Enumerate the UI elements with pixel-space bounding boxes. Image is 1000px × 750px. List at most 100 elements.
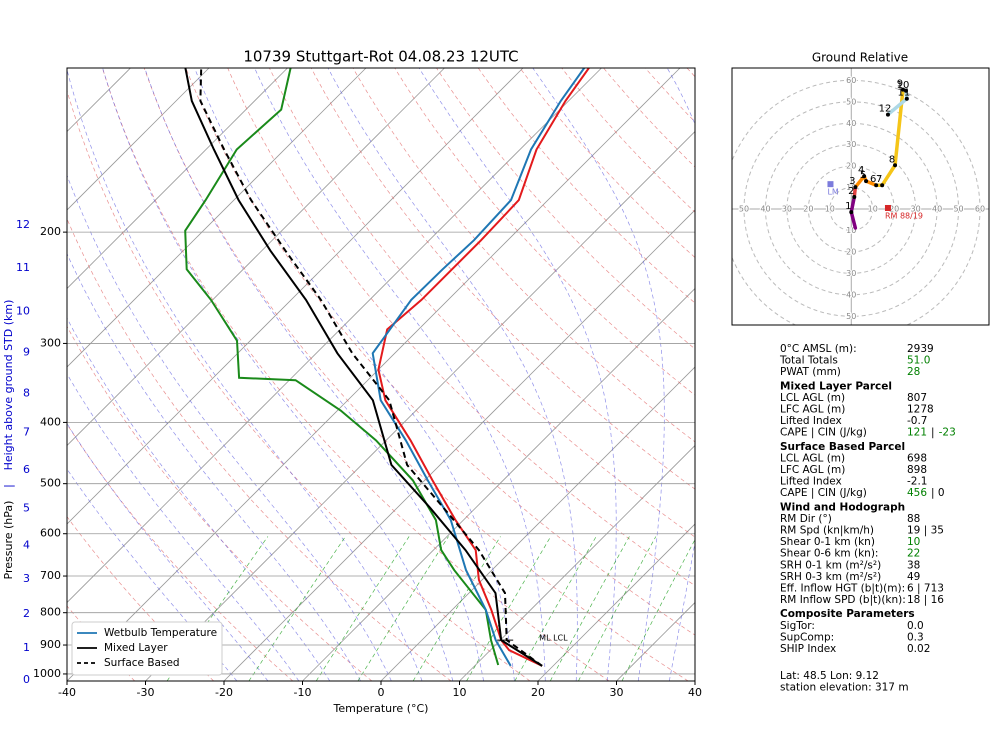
- hodo-ring-label: 30: [911, 205, 921, 214]
- hodo-point-label: 8: [889, 154, 895, 165]
- isotherm: [145, 130, 695, 681]
- hodo-ring-label: 60: [975, 205, 985, 214]
- mixing-ratio: [621, 538, 695, 681]
- info-value: 698: [907, 452, 927, 464]
- dry-adiabat: [394, 68, 695, 396]
- y-tick-label: 500: [40, 477, 61, 490]
- hodo-point: [874, 183, 879, 188]
- hodo-point: [862, 174, 867, 179]
- hodo-segment: [849, 210, 858, 230]
- dry-adiabat: [310, 68, 695, 490]
- height-label: 1: [23, 641, 30, 654]
- info-value: 1278: [907, 404, 934, 416]
- height-label: 2: [23, 607, 30, 620]
- hodo-point: [864, 179, 869, 184]
- isotherm: [67, 68, 602, 604]
- info-value: 2939: [907, 343, 934, 355]
- mixing-ratio: [412, 536, 501, 681]
- moist-adiabat: [102, 68, 454, 681]
- hodo-ring-label: 30: [846, 140, 856, 149]
- mixing-ratio: [315, 536, 410, 681]
- hodo-point-label: 11: [897, 88, 910, 99]
- info-value: 0.0: [907, 620, 924, 632]
- dry-adiabat: [102, 68, 610, 681]
- isotherm: [302, 287, 695, 681]
- height-label: 12: [16, 218, 30, 231]
- moist-adiabat: [418, 68, 617, 681]
- hodo-ring-label: 40: [846, 290, 856, 299]
- mixing-ratio: [578, 536, 657, 681]
- moist-adiabat: [532, 68, 665, 681]
- hodo-ring-label: 40: [932, 205, 942, 214]
- moist-adiabat: [67, 422, 269, 681]
- hodo-point: [904, 96, 909, 101]
- hodo-ring-label: 10: [846, 183, 856, 192]
- info-label: RM Inflow SPD (b|t)(kn):: [780, 594, 906, 606]
- info-value: 19 | 35: [907, 525, 944, 537]
- hodo-point-label: 2: [848, 186, 854, 197]
- hodo-ring: [732, 79, 981, 325]
- hodo-point-label: 5: [860, 170, 866, 181]
- hodo-segment: [853, 174, 866, 189]
- x-tick-label: 0: [378, 686, 385, 699]
- hodo-segment: [880, 163, 897, 187]
- hodo-ring: [829, 187, 874, 232]
- info-label: RM Dir (°): [780, 513, 832, 525]
- hodo-ring: [764, 122, 938, 296]
- chart-title: 10739 Stuttgart-Rot 04.08.23 12UTC: [243, 48, 518, 66]
- moist-adiabat: [254, 68, 546, 681]
- isotherm: [223, 209, 695, 681]
- isotherm: [67, 68, 524, 525]
- info-value: 807: [907, 392, 927, 404]
- moist-adiabat: [67, 174, 392, 681]
- info-value: 10: [907, 536, 920, 548]
- info-label: 0°C AMSL (m):: [780, 343, 857, 355]
- info-value: 0.02: [907, 643, 930, 655]
- info-heading: Wind and Hodograph: [780, 501, 905, 513]
- hodograph-title: Ground Relative: [812, 51, 908, 65]
- info-value: 898: [907, 464, 927, 476]
- height-label: 0: [23, 673, 30, 686]
- hodo-ring-label: 40: [846, 119, 856, 128]
- hodo-ring: [807, 165, 895, 253]
- profile-line: [199, 68, 543, 667]
- skewt-frame: [66, 67, 696, 682]
- hodo-point-label: 6: [870, 174, 876, 185]
- info-label: LFC AGL (m): [780, 464, 845, 476]
- legend-label: Surface Based: [104, 657, 180, 669]
- hodo-ring-label: 20: [889, 205, 899, 214]
- x-tick-label: 20: [531, 686, 545, 699]
- info-value: 88: [907, 513, 920, 525]
- height-label: 8: [23, 386, 30, 399]
- info-value: 121: [907, 427, 927, 439]
- dry-adiabat: [185, 68, 695, 636]
- info-value: 28: [907, 366, 920, 378]
- moist-adiabat: [67, 317, 331, 681]
- y2-axis-label: Height above ground STD (km): [2, 300, 15, 471]
- hodo-ring-label: 30: [846, 269, 856, 278]
- hodo-segment: [849, 195, 857, 214]
- hodo-point-label: 4: [858, 165, 864, 176]
- height-label: 7: [23, 426, 30, 439]
- height-label: 10: [16, 304, 30, 317]
- skewt-background: [67, 68, 695, 681]
- hodo-ring-label: 10: [825, 205, 835, 214]
- height-label: 6: [23, 463, 30, 476]
- mixing-ratio: [549, 536, 630, 681]
- hodo-point: [852, 195, 857, 200]
- mixing-ratio: [466, 536, 552, 681]
- hodo-ring-label: 50: [953, 205, 963, 214]
- info-value: 38: [907, 559, 920, 571]
- isotherm: [537, 523, 695, 681]
- x-axis-label: Temperature (°C): [333, 702, 429, 715]
- y-tick-label: 800: [40, 606, 61, 619]
- moist-adiabat: [67, 468, 238, 681]
- info-value: 456: [907, 487, 927, 499]
- info-label: Eff. Inflow HGT (b|t)(m):: [780, 583, 905, 595]
- hodo-point: [880, 183, 885, 188]
- info-label: RM Spd (kn|km/h): [780, 525, 874, 537]
- hodo-point-label: 12: [879, 104, 892, 115]
- hodo-point-label: 10: [897, 80, 910, 91]
- mixing-ratio: [357, 536, 449, 681]
